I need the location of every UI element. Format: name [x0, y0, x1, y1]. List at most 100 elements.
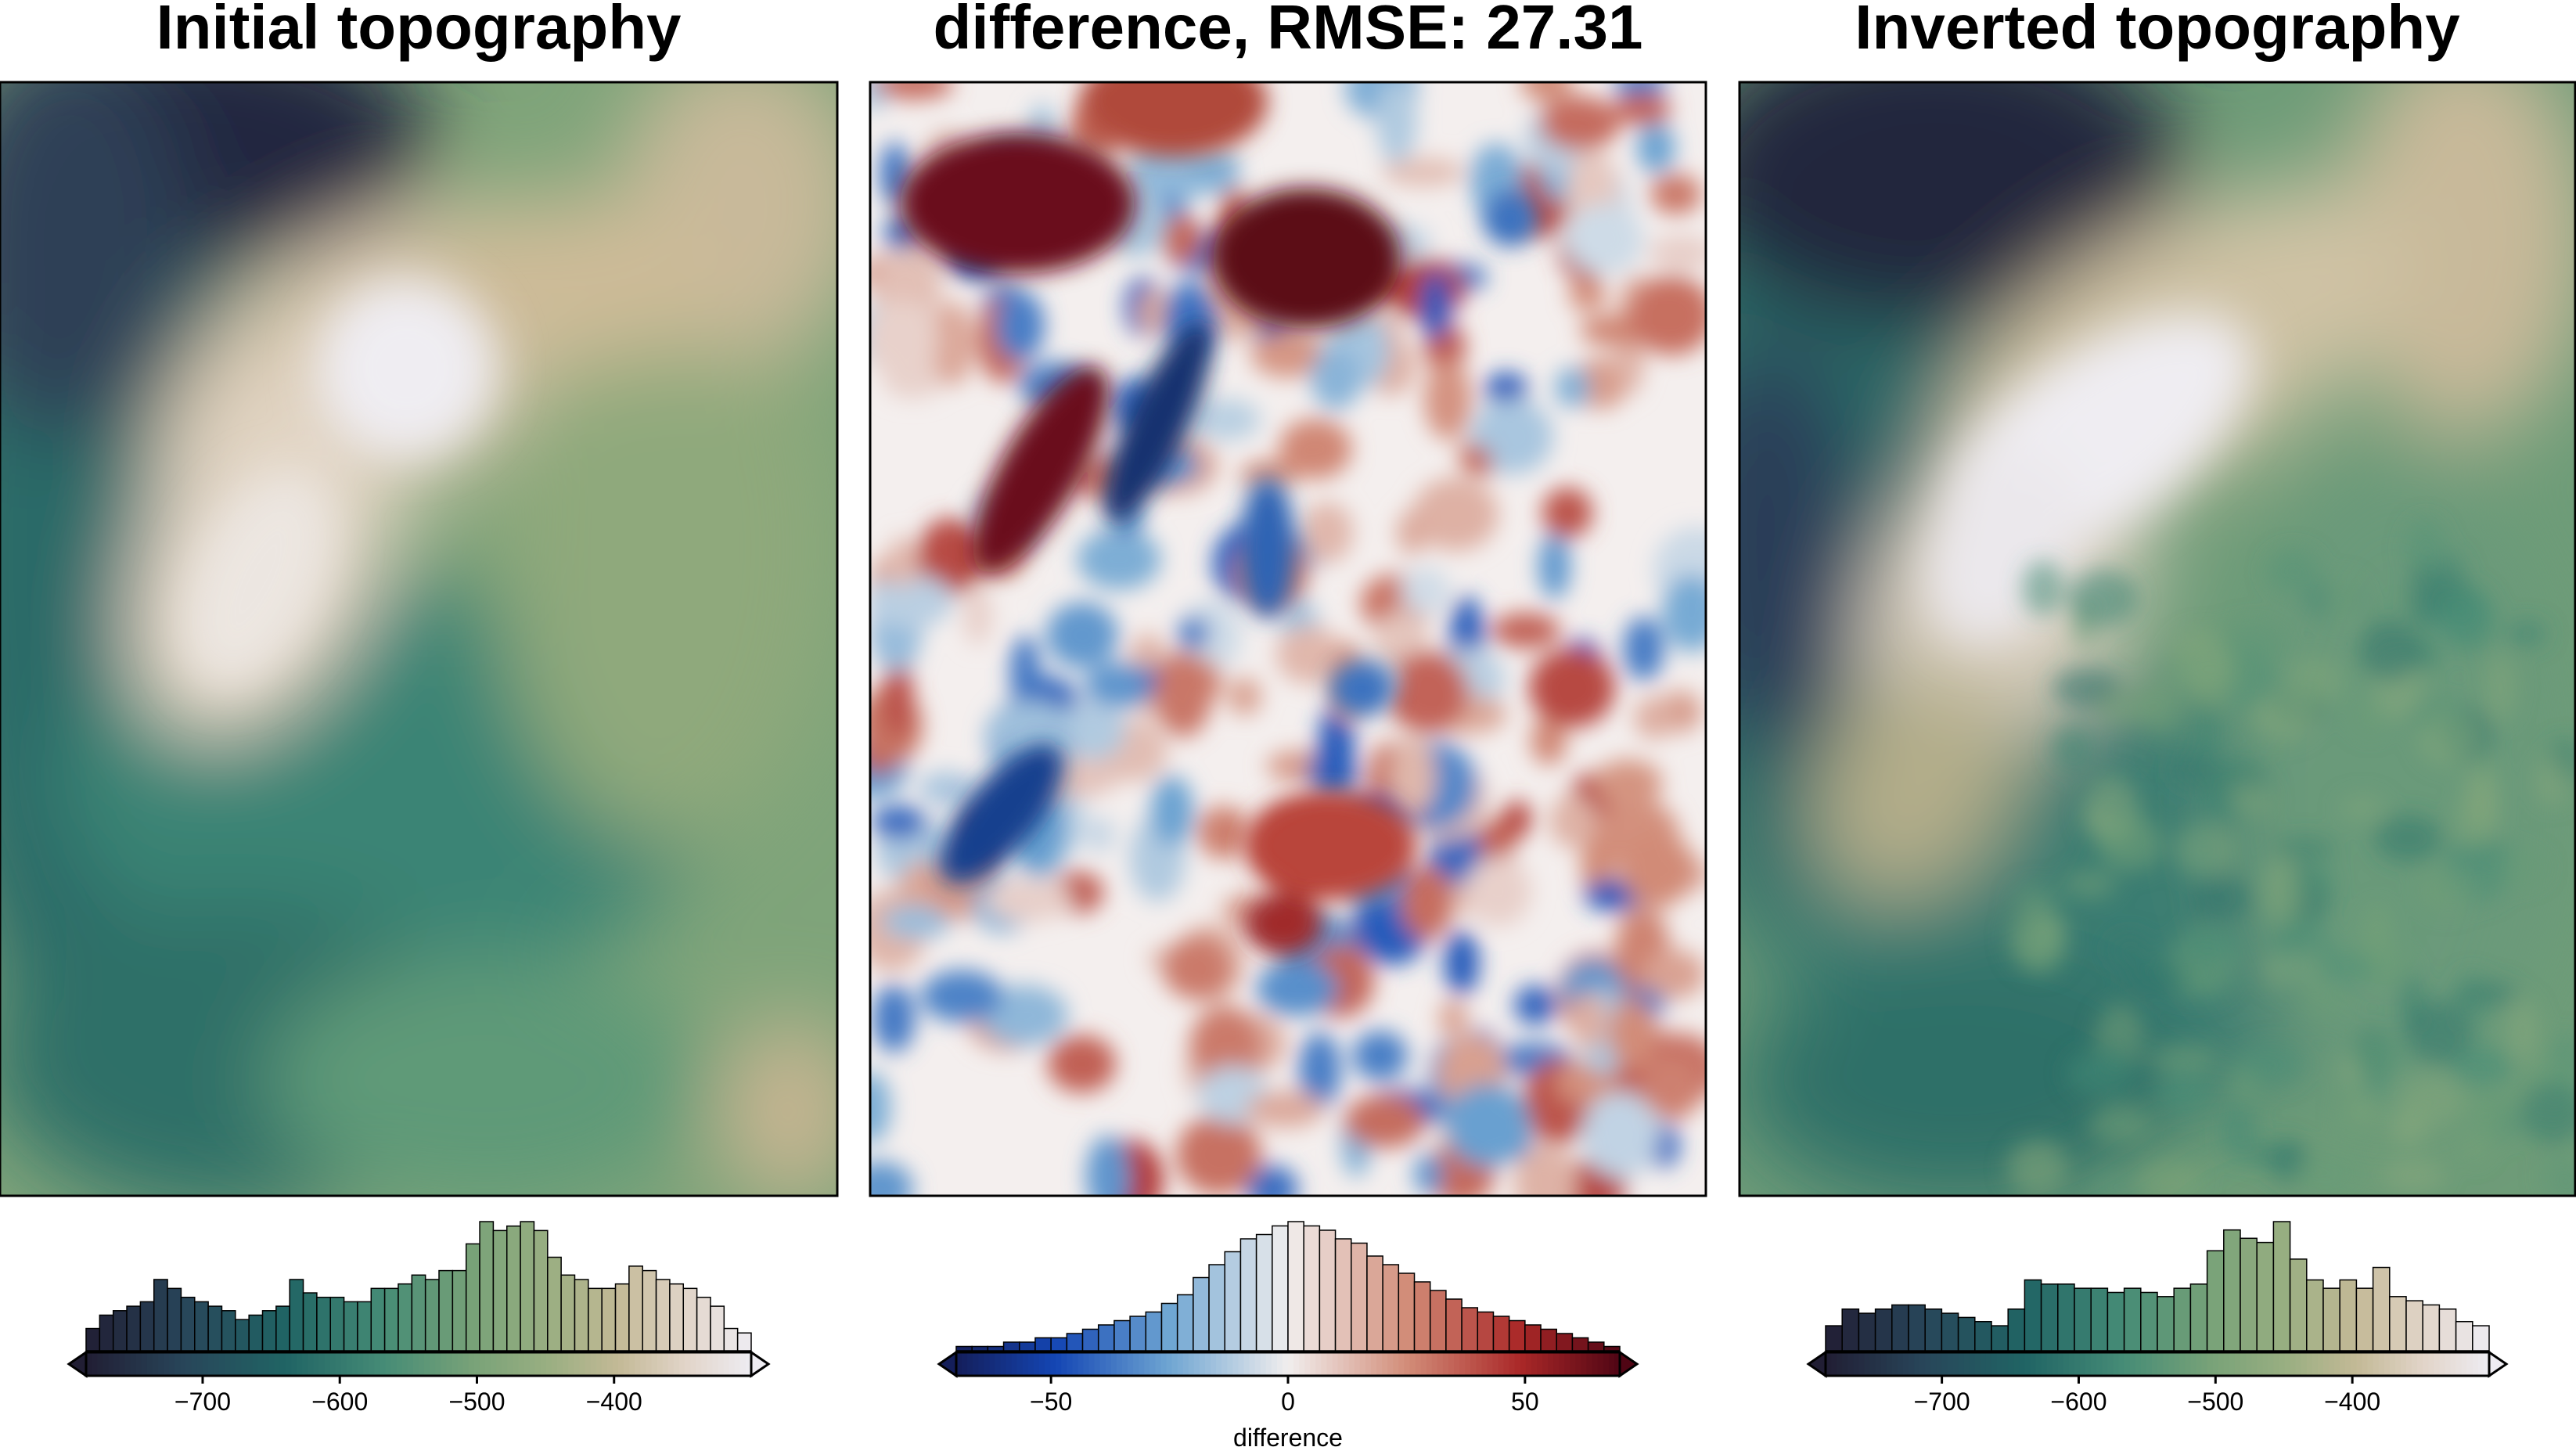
- histogram-bar: [194, 1301, 209, 1352]
- inverted-texture-blob: [2459, 791, 2486, 855]
- colorbar-segment: [246, 1352, 254, 1376]
- colorbar-segment: [1608, 1352, 1615, 1376]
- colorbar-segment: [507, 1352, 514, 1376]
- colorbar-segment: [2035, 1352, 2042, 1376]
- colorbar-segment: [662, 1352, 669, 1376]
- colorbar-segment: [2279, 1352, 2286, 1376]
- inverted-texture-blob: [2229, 784, 2273, 817]
- difference-texture-blob: [1381, 157, 1466, 187]
- difference-texture-blob: [1150, 776, 1194, 847]
- histogram-bar: [547, 1256, 562, 1352]
- histogram-bar: [1991, 1325, 2009, 1352]
- colorbar-segment: [2434, 1352, 2440, 1376]
- histogram-bar: [1351, 1242, 1368, 1352]
- colorbar-segment: [2096, 1352, 2103, 1376]
- inverted-texture-blob: [2350, 1039, 2412, 1074]
- colorbar-segment: [1133, 1352, 1139, 1376]
- colorbar-segment: [1182, 1352, 1189, 1376]
- colorbar-segment: [1072, 1352, 1079, 1376]
- colorbar-segment: [995, 1352, 1002, 1376]
- histogram-bar: [2322, 1287, 2340, 1352]
- difference-texture-blob: [1318, 704, 1355, 784]
- difference-texture-blob: [1514, 984, 1556, 1025]
- difference-texture-blob: [1275, 625, 1343, 684]
- colorbar-segment: [491, 1352, 497, 1376]
- colorbar-segment: [1088, 1352, 1096, 1376]
- colorbar-segment: [984, 1352, 990, 1376]
- histogram-bar: [560, 1274, 576, 1352]
- histogram-bar: [2272, 1221, 2291, 1352]
- colorbar-segment: [678, 1352, 685, 1376]
- colorbar-segment: [1216, 1352, 1222, 1376]
- colorbar-segment: [1548, 1352, 1554, 1376]
- difference-texture-blob: [995, 291, 1045, 361]
- colorbar-segment: [2002, 1352, 2009, 1376]
- colorbar-segment: [169, 1352, 175, 1376]
- colorbar-segment: [2091, 1352, 2097, 1376]
- colorbar-segment: [185, 1352, 192, 1376]
- colorbar-segment: [2246, 1352, 2252, 1376]
- inverted-texture-blob: [2096, 815, 2164, 872]
- histogram-bar: [1129, 1316, 1147, 1352]
- histogram-bar: [1924, 1308, 1943, 1352]
- colorbar-segment: [1276, 1352, 1283, 1376]
- histogram-bar: [1492, 1316, 1510, 1352]
- colorbar-segment: [1205, 1352, 1211, 1376]
- colorbar-segment: [568, 1352, 574, 1376]
- histogram-bar: [1176, 1294, 1194, 1352]
- difference-texture-blob: [1570, 992, 1606, 1050]
- colorbar-segment: [1974, 1352, 1981, 1376]
- colorbar-segment: [2428, 1352, 2434, 1376]
- inverted-texture-blob: [2398, 1074, 2466, 1126]
- colorbar-segment: [1880, 1352, 1887, 1376]
- inverted-texture-blob: [2407, 563, 2441, 629]
- histogram-bar: [248, 1314, 264, 1352]
- colorbar-segment: [2351, 1352, 2357, 1376]
- colorbar-segment: [2323, 1352, 2330, 1376]
- inverted-texture-blob: [2536, 758, 2569, 805]
- colorbar-segment: [2157, 1352, 2164, 1376]
- colorbar-tick-label: −400: [586, 1388, 642, 1416]
- histogram-bar: [1224, 1251, 1242, 1352]
- colorbar-segment: [673, 1352, 680, 1376]
- colorbar-segment: [2196, 1352, 2203, 1376]
- colorbar-segment: [707, 1352, 714, 1376]
- colorbar-segment: [230, 1352, 236, 1376]
- colorbar-segment: [119, 1352, 126, 1376]
- histogram-bar: [1908, 1304, 1926, 1352]
- colorbar-segment: [340, 1352, 347, 1376]
- colorbar-segment: [2030, 1352, 2037, 1376]
- colorbar-tick-label: 50: [1511, 1388, 1539, 1416]
- colorbar-segment: [390, 1352, 398, 1376]
- difference-texture-blob: [1177, 616, 1210, 650]
- histogram-bar: [1208, 1264, 1225, 1352]
- difference-texture-blob: [1634, 697, 1675, 740]
- histogram-bar: [2074, 1287, 2092, 1352]
- colorbar-segment: [1925, 1352, 1931, 1376]
- colorbar-segment: [1969, 1352, 1976, 1376]
- inverted-texture-blob: [2107, 933, 2152, 966]
- histogram-bar: [207, 1305, 223, 1352]
- colorbar-inverted: −700 −600 −500 −400: [1806, 1221, 2509, 1416]
- colorbar-segment: [1000, 1352, 1007, 1376]
- colorbar-segment: [108, 1352, 115, 1376]
- difference-texture-blob: [1352, 1031, 1408, 1081]
- colorbar-segment: [435, 1352, 441, 1376]
- difference-texture-blob: [1424, 360, 1472, 440]
- colorbar-segment: [153, 1352, 159, 1376]
- histogram-bar: [520, 1221, 535, 1352]
- histogram-bar: [357, 1301, 372, 1352]
- histogram-bar: [139, 1301, 155, 1352]
- difference-texture-blob: [1301, 502, 1354, 563]
- colorbar-segment: [540, 1352, 547, 1376]
- colorbar-segment: [1525, 1352, 1532, 1376]
- colorbar-segment: [624, 1352, 630, 1376]
- colorbar-segment: [612, 1352, 619, 1376]
- colorbar-segment: [1415, 1352, 1422, 1376]
- colorbar-segment: [2445, 1352, 2452, 1376]
- histogram-bar: [424, 1279, 440, 1352]
- colorbar-segment: [1382, 1352, 1388, 1376]
- histogram-bar: [574, 1279, 589, 1352]
- colorbar-segment: [1254, 1352, 1261, 1376]
- difference-texture-blob: [920, 970, 1003, 1023]
